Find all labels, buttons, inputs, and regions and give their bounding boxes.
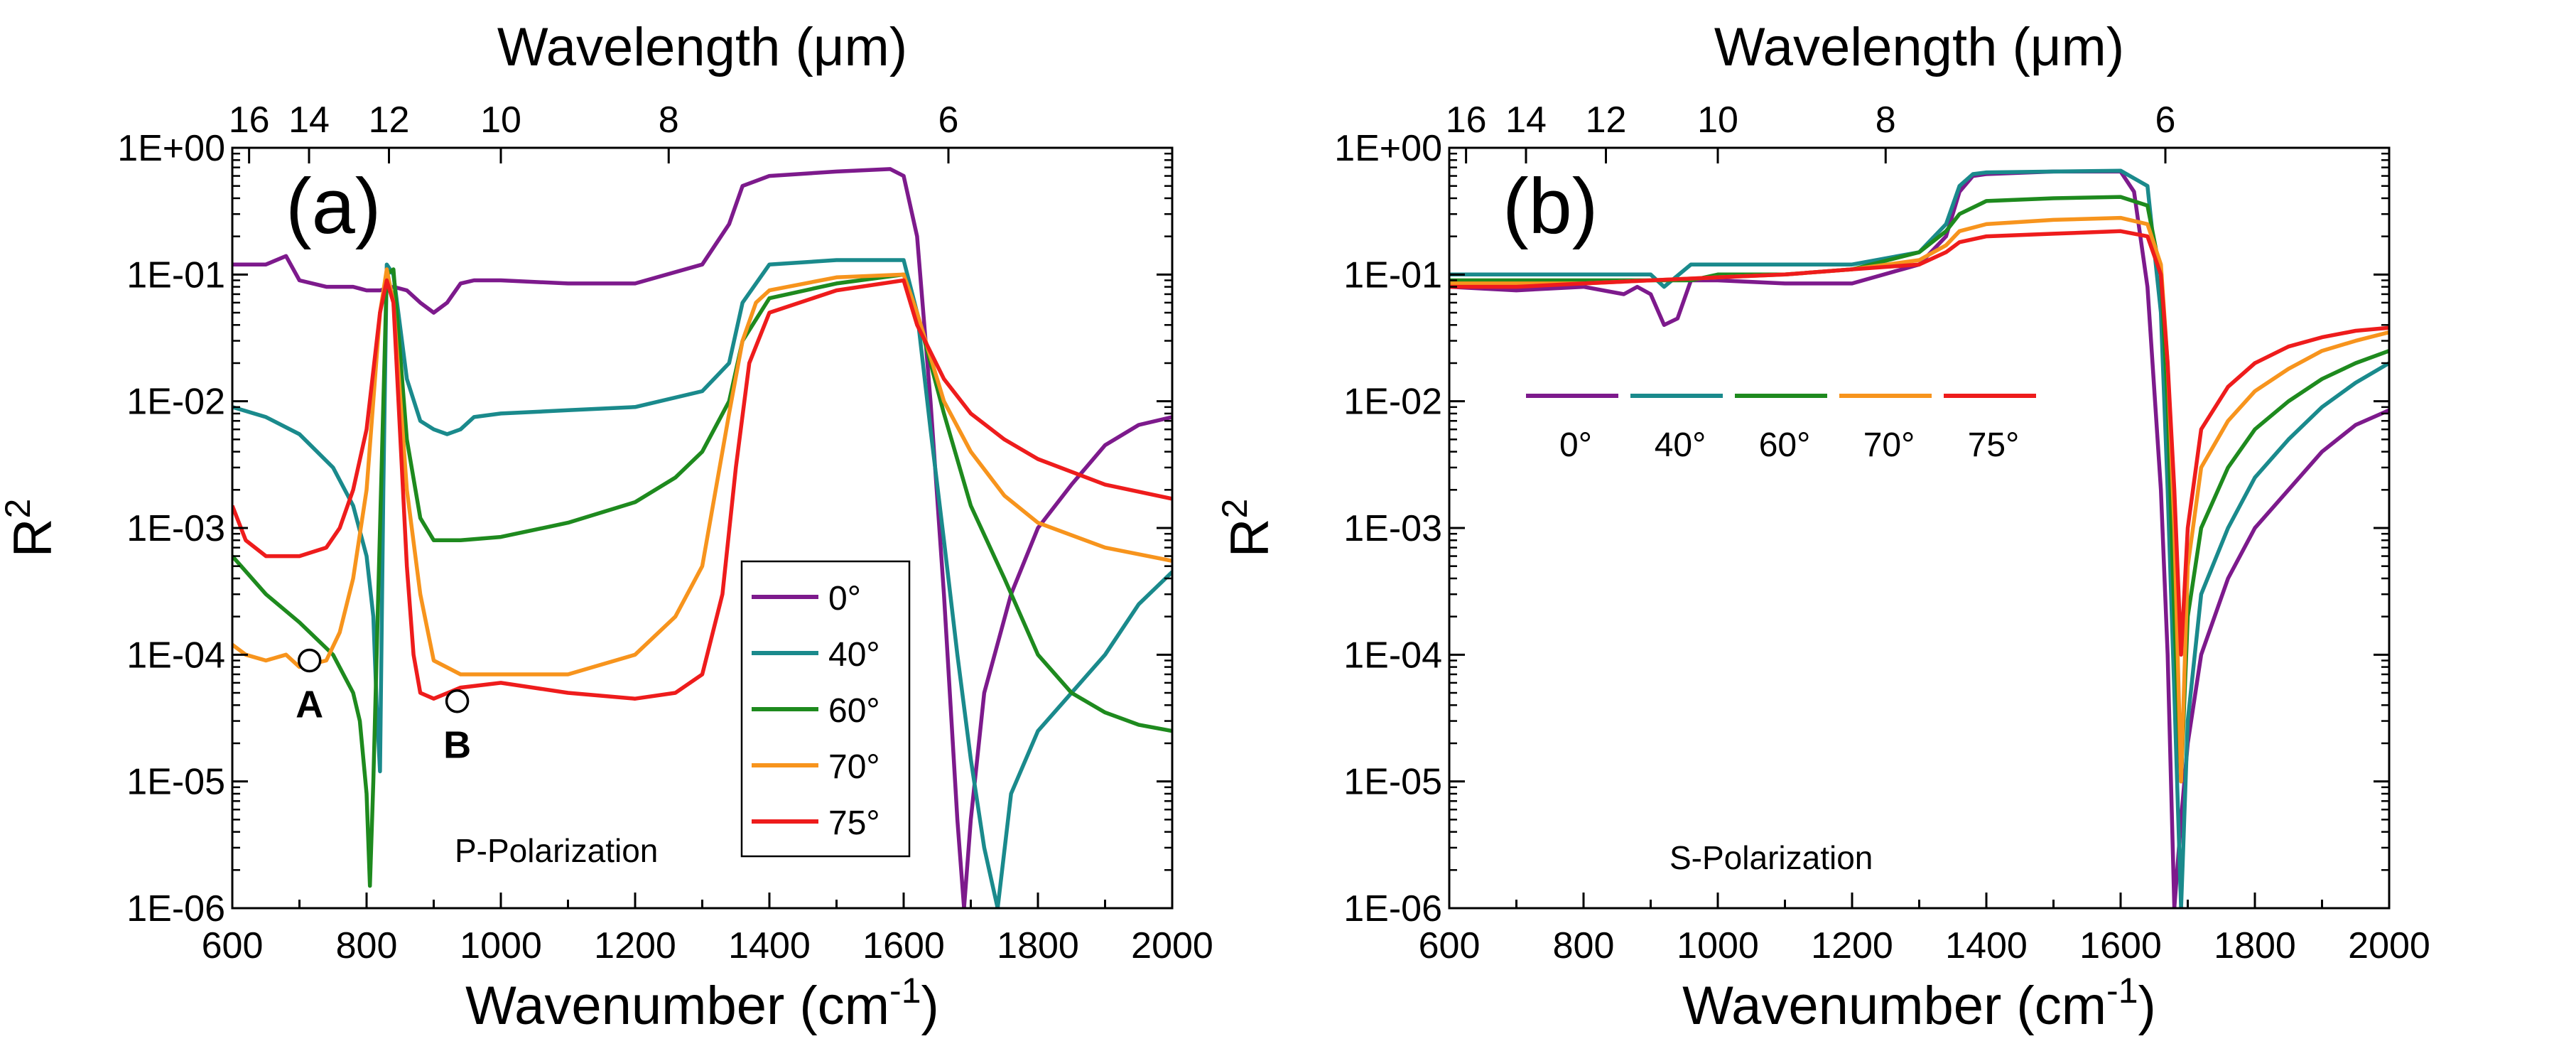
x-tick-label: 1600 — [2079, 925, 2162, 966]
y-tick-label: 1E-06 — [126, 888, 225, 929]
x-axis-title: Wavenumber (cm-1) — [1682, 971, 2156, 1036]
x-tick-label: 800 — [336, 925, 398, 966]
series-group — [232, 167, 1172, 908]
y-tick-label: 1E-04 — [1343, 635, 1442, 676]
series-line-75deg — [232, 278, 1172, 701]
x-tick-label: 1000 — [460, 925, 542, 966]
legend-label: 60° — [1759, 426, 1811, 464]
y-tick-label: 1E-05 — [1343, 762, 1442, 803]
y-tick-label: 1E-06 — [1343, 888, 1442, 929]
top-tick-label: 8 — [659, 99, 679, 141]
x-tick-label: 2000 — [2348, 925, 2430, 966]
y-tick-label: 1E+00 — [117, 128, 225, 169]
top-tick-label: 12 — [1586, 99, 1627, 141]
chart-panel-a: 600 800 1000 1200 1400 1600 1800 2000 16 14 12 10 8 6… — [0, 17, 1213, 1036]
y-axis-title-main: R — [3, 518, 63, 557]
x-tick-label: 2000 — [1131, 925, 1213, 966]
y-tick-label: 1E-01 — [126, 254, 225, 296]
x-tick-label: 1400 — [728, 925, 811, 966]
x-axis-title-main: Wavenumber (cm — [1682, 976, 2106, 1036]
x-axis-title-end: ) — [921, 976, 939, 1036]
top-tick-label: 14 — [288, 99, 330, 141]
x-axis-title-end: ) — [2138, 976, 2156, 1036]
y-tick-label: 1E-03 — [126, 508, 225, 549]
x-tick-label: 1800 — [2214, 925, 2296, 966]
y-axis-title-sup: 2 — [0, 499, 38, 519]
top-tick-label: 10 — [1697, 99, 1738, 141]
top-tick-label: 16 — [1446, 99, 1487, 141]
legend-label: 40° — [1655, 426, 1706, 464]
polarization-annotation: P-Polarization — [455, 832, 658, 869]
y-axis-title: R2 — [0, 499, 63, 558]
panel-label: (a) — [286, 163, 381, 250]
legend-label: 60° — [828, 692, 880, 730]
legend-label: 40° — [828, 636, 880, 674]
x-tick-label: 1600 — [862, 925, 945, 966]
polarization-annotation: S-Polarization — [1669, 839, 1873, 876]
x-axis-title-sup: -1 — [889, 971, 921, 1010]
marker-label-A: A — [296, 683, 323, 726]
series-line-0deg — [232, 167, 1172, 908]
y-tick-label: 1E-03 — [1343, 508, 1442, 549]
x-tick-label: 800 — [1553, 925, 1615, 966]
top-tick-label: 14 — [1505, 99, 1547, 141]
y-tick-label: 1E-04 — [126, 635, 225, 676]
y-tick-label: 1E-02 — [1343, 382, 1442, 423]
series-line-60deg — [232, 267, 1172, 888]
x-tick-label: 1400 — [1945, 925, 2028, 966]
x-axis-title: Wavenumber (cm-1) — [465, 971, 939, 1036]
legend-label: 70° — [828, 748, 880, 786]
x-tick-label: 600 — [1419, 925, 1481, 966]
chart-panel-b: 600 800 1000 1200 1400 1600 1800 2000 16 14 12 10 8 6… — [1215, 17, 2430, 1036]
top-tick-label: 16 — [229, 99, 270, 141]
series-line-70deg — [1449, 215, 2389, 784]
legend-label: 0° — [828, 580, 861, 618]
y-axis-title-sup: 2 — [1215, 499, 1255, 519]
legend-label: 0° — [1559, 426, 1592, 464]
series-line-40deg — [1449, 168, 2389, 908]
legend-label: 70° — [1863, 426, 1915, 464]
x-tick-label: 1000 — [1677, 925, 1759, 966]
top-tick-label: 6 — [2155, 99, 2176, 141]
top-tick-label: 12 — [369, 99, 410, 141]
top-tick-label: 10 — [480, 99, 521, 141]
y-tick-label: 1E-02 — [126, 382, 225, 423]
top-tick-label: 8 — [1876, 99, 1896, 141]
x-tick-label: 1800 — [997, 925, 1079, 966]
y-tick-label: 1E-01 — [1343, 254, 1442, 296]
top-axis-title: Wavelength (μm) — [497, 17, 907, 77]
y-axis-title-main: R — [1220, 518, 1280, 557]
x-tick-label: 1200 — [1811, 925, 1893, 966]
series-group — [1449, 168, 2389, 908]
y-tick-label: 1E-05 — [126, 762, 225, 803]
panel-label: (b) — [1503, 163, 1598, 250]
y-tick-label: 1E+00 — [1334, 128, 1442, 169]
marker-label-B: B — [443, 724, 471, 767]
x-tick-label: 1200 — [594, 925, 676, 966]
x-tick-label: 600 — [202, 925, 264, 966]
marker-point-B — [445, 689, 470, 713]
marker-point-A — [297, 648, 322, 673]
x-axis-title-main: Wavenumber (cm — [465, 976, 889, 1036]
y-axis-title: R2 — [1215, 499, 1280, 558]
top-axis-title: Wavelength (μm) — [1714, 17, 2124, 77]
top-tick-label: 6 — [938, 99, 959, 141]
series-line-75deg — [1449, 229, 2389, 657]
legend-label: 75° — [1968, 426, 2020, 464]
legend-label: 75° — [828, 804, 880, 842]
x-axis-title-sup: -1 — [2106, 971, 2138, 1010]
